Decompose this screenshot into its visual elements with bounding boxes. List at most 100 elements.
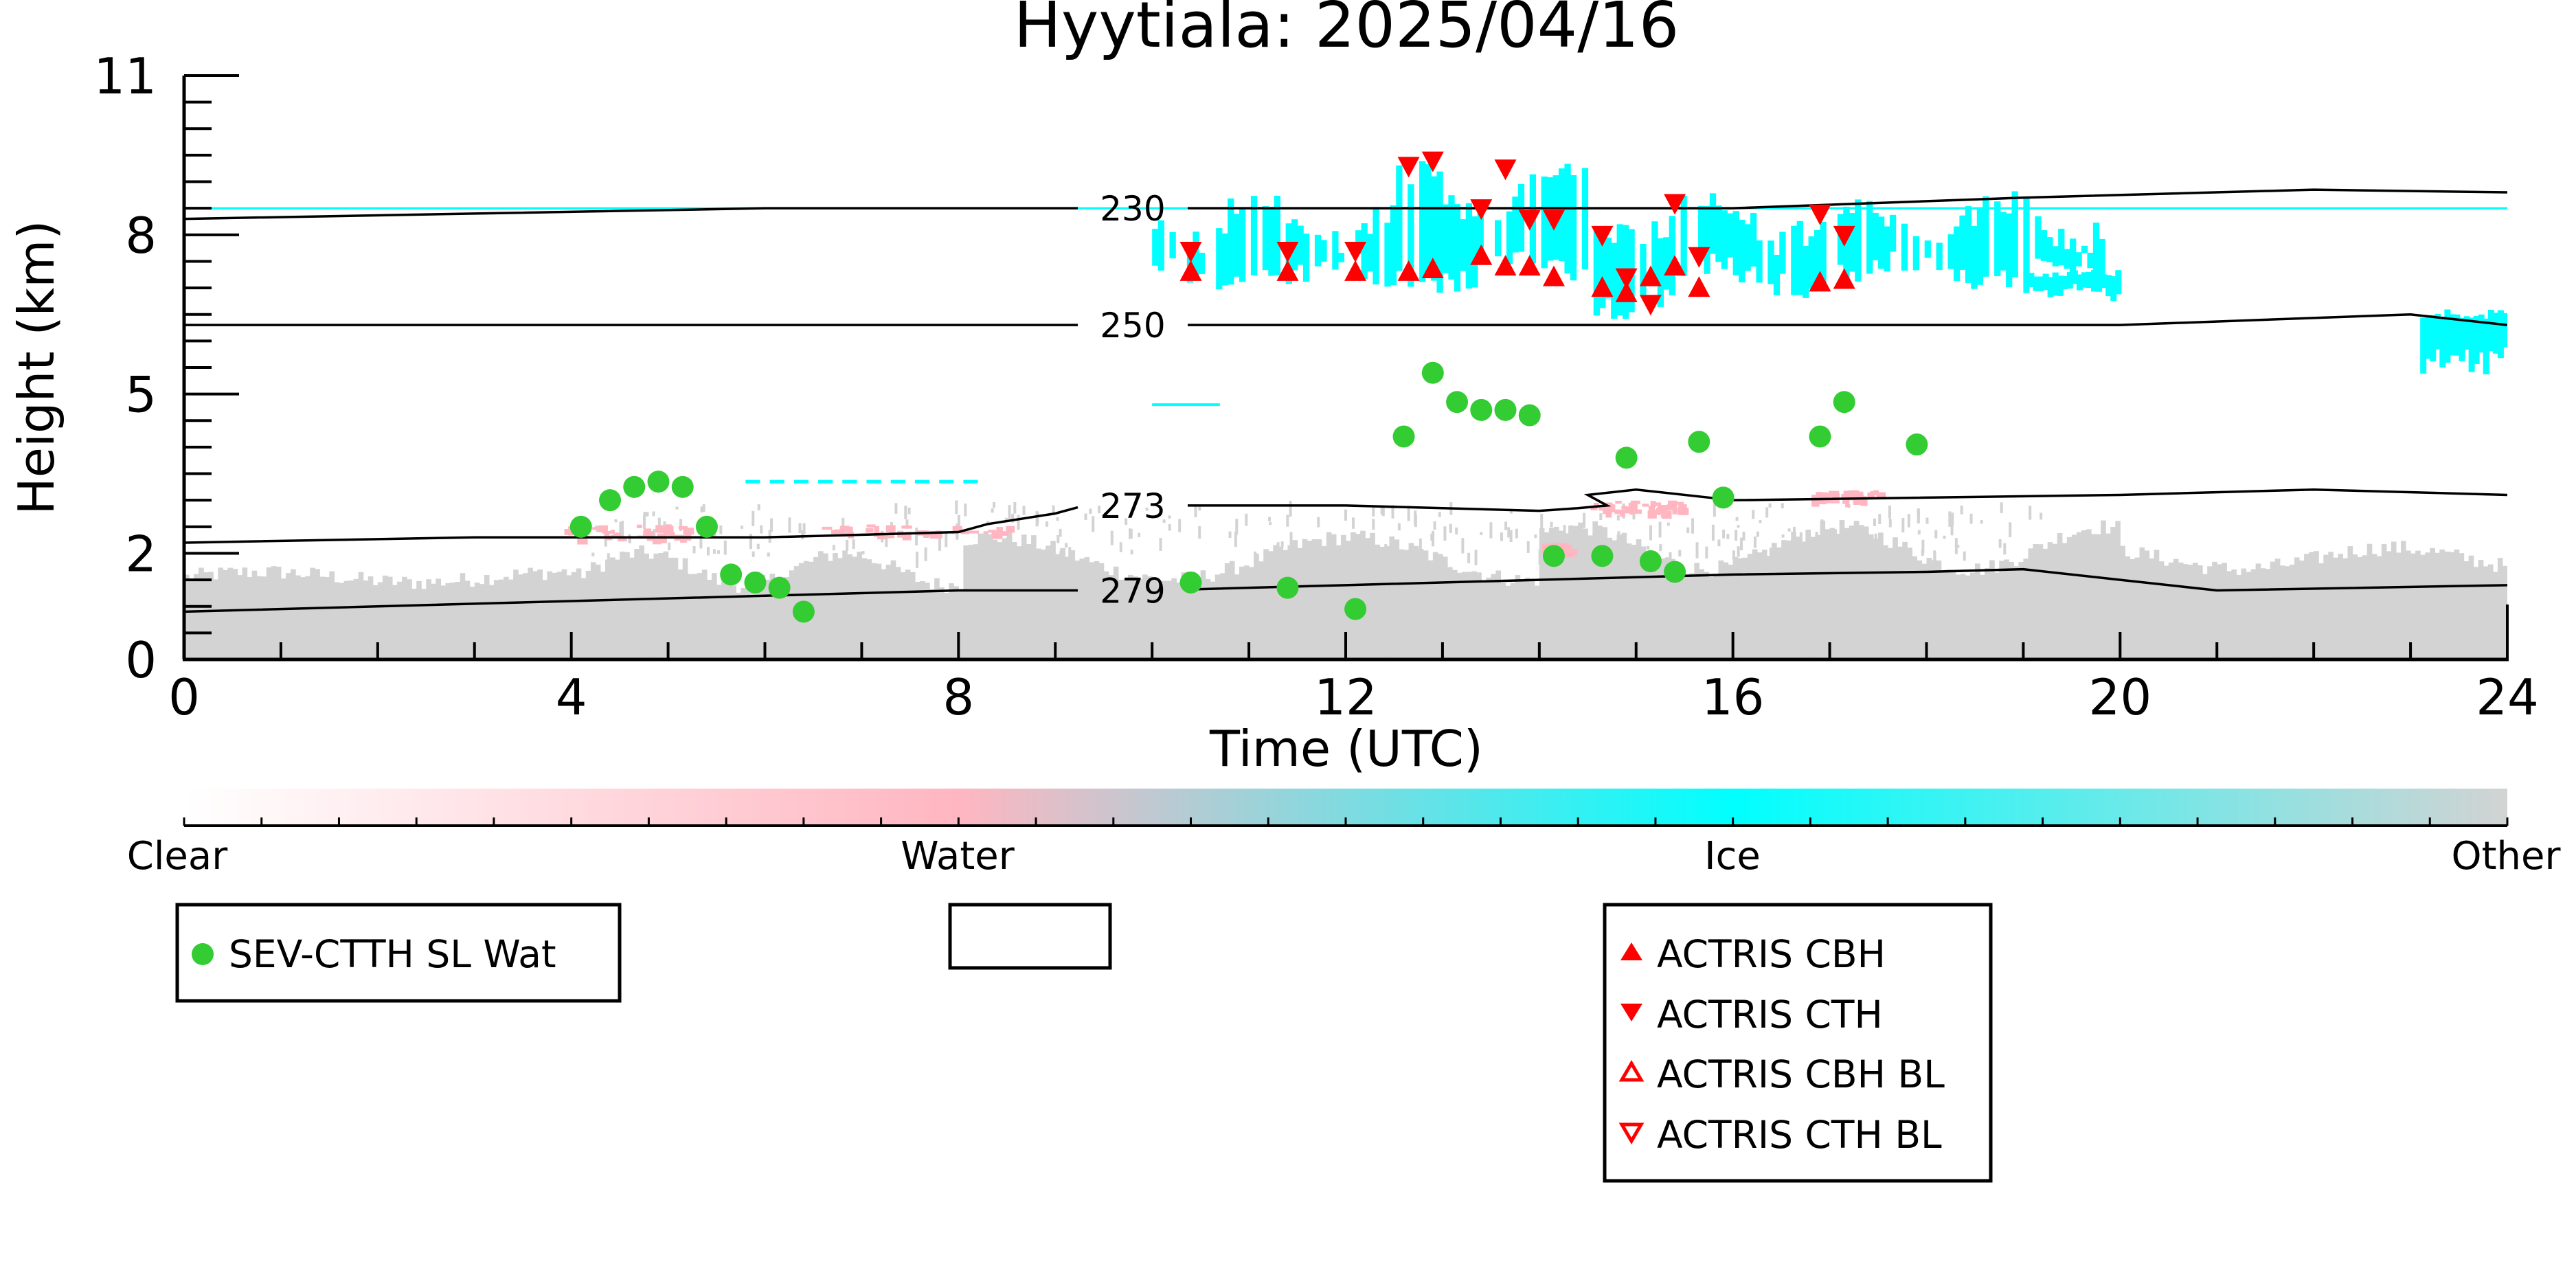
- other-column: [1728, 564, 1734, 659]
- sev-ctth-point: [1344, 598, 1367, 620]
- other-column: [2047, 542, 2053, 659]
- other-speckle: [679, 519, 683, 532]
- legend-actris-cbh-label: ACTRIS CBH: [1657, 932, 1886, 976]
- other-column: [2483, 566, 2489, 659]
- other-column: [639, 545, 644, 659]
- other-speckle: [757, 504, 760, 510]
- ice-column: [1512, 196, 1519, 253]
- other-speckle: [1617, 531, 1620, 537]
- ice-column: [1732, 211, 1739, 275]
- other-speckle: [1950, 525, 1954, 536]
- other-column: [532, 571, 538, 659]
- ice-column: [1570, 175, 1577, 281]
- sev-ctth-point: [1688, 431, 1710, 453]
- other-speckle: [1659, 544, 1662, 552]
- other-column: [2338, 554, 2344, 659]
- other-column: [1544, 532, 1550, 659]
- other-speckle: [1245, 513, 1248, 526]
- other-speckle: [845, 530, 848, 535]
- legend-sev-marker: [192, 943, 214, 965]
- other-speckle: [798, 523, 802, 534]
- other-speckle: [1305, 551, 1309, 562]
- other-column: [736, 592, 741, 659]
- ice-column: [1221, 233, 1228, 286]
- actris-cbh-point: [1470, 244, 1493, 265]
- ice-column: [1454, 204, 1461, 292]
- other-column: [479, 584, 485, 659]
- ice-column: [1431, 176, 1438, 281]
- other-speckle: [2009, 522, 2012, 538]
- other-column: [2096, 534, 2101, 659]
- ice-column: [1332, 231, 1339, 270]
- other-column: [615, 559, 620, 659]
- other-column: [2236, 574, 2242, 659]
- other-column: [1046, 545, 1051, 659]
- other-column: [2129, 559, 2136, 659]
- other-column: [2004, 559, 2009, 659]
- other-column: [2182, 564, 2189, 659]
- other-speckle: [1329, 541, 1332, 544]
- other-column: [1917, 560, 1923, 659]
- other-column: [1665, 557, 1671, 659]
- other-speckle: [741, 526, 744, 529]
- water-patch: [636, 524, 642, 528]
- other-speckle: [1907, 514, 1910, 528]
- other-column: [2231, 569, 2237, 659]
- other-column: [1442, 556, 1448, 659]
- other-speckle: [1438, 512, 1441, 517]
- other-column: [1273, 545, 1278, 659]
- other-speckle: [1449, 523, 1452, 533]
- ice-column: [1314, 234, 1322, 267]
- water-patch: [934, 532, 942, 539]
- ice-column: [1808, 236, 1815, 289]
- ice-column: [2439, 319, 2446, 368]
- ice-column: [1663, 237, 1670, 290]
- water-patch: [846, 526, 853, 533]
- other-column: [774, 580, 780, 659]
- other-column: [1026, 543, 1032, 659]
- other-column: [580, 578, 587, 659]
- other-speckle: [2003, 543, 2007, 555]
- other-speckle: [1960, 506, 1963, 515]
- other-speckle: [619, 521, 622, 536]
- other-column: [1553, 526, 1559, 659]
- ice-column: [1872, 212, 1879, 260]
- ice-column: [1982, 196, 1989, 277]
- other-speckle: [1269, 521, 1272, 526]
- water-patch: [602, 530, 611, 534]
- other-column: [852, 556, 857, 659]
- other-column: [1432, 552, 1438, 659]
- other-column: [1321, 545, 1327, 659]
- ice-column: [1465, 203, 1472, 289]
- actris-cbh-point: [1809, 271, 1831, 292]
- other-speckle: [861, 551, 865, 555]
- other-column: [1002, 538, 1008, 659]
- other-speckle: [1381, 505, 1385, 517]
- other-speckle: [1925, 517, 1929, 524]
- y-tick-label: 8: [125, 207, 157, 264]
- other-column: [1244, 565, 1250, 659]
- sev-ctth-point: [1615, 447, 1638, 469]
- other-column: [1331, 534, 1337, 659]
- other-column: [1122, 579, 1129, 659]
- other-speckle: [1695, 542, 1699, 558]
- other-column: [450, 582, 456, 659]
- other-column: [2202, 574, 2208, 659]
- other-column: [1041, 549, 1046, 659]
- other-speckle: [1678, 550, 1682, 556]
- other-speckle: [716, 550, 720, 554]
- other-speckle: [1874, 533, 1877, 540]
- ice-column: [1866, 201, 1873, 274]
- other-speckle: [760, 525, 763, 534]
- other-column: [402, 576, 407, 659]
- other-column: [1162, 580, 1167, 659]
- ice-column: [1744, 224, 1751, 271]
- other-speckle: [1563, 525, 1566, 535]
- other-column: [779, 583, 785, 659]
- ice-column: [1791, 225, 1798, 295]
- ice-column: [2087, 252, 2094, 269]
- legend-sev-label: SEV-CTTH SL Wat: [229, 932, 556, 976]
- y-tick-label: 2: [125, 525, 157, 583]
- other-speckle: [1504, 521, 1508, 530]
- other-column: [813, 556, 819, 659]
